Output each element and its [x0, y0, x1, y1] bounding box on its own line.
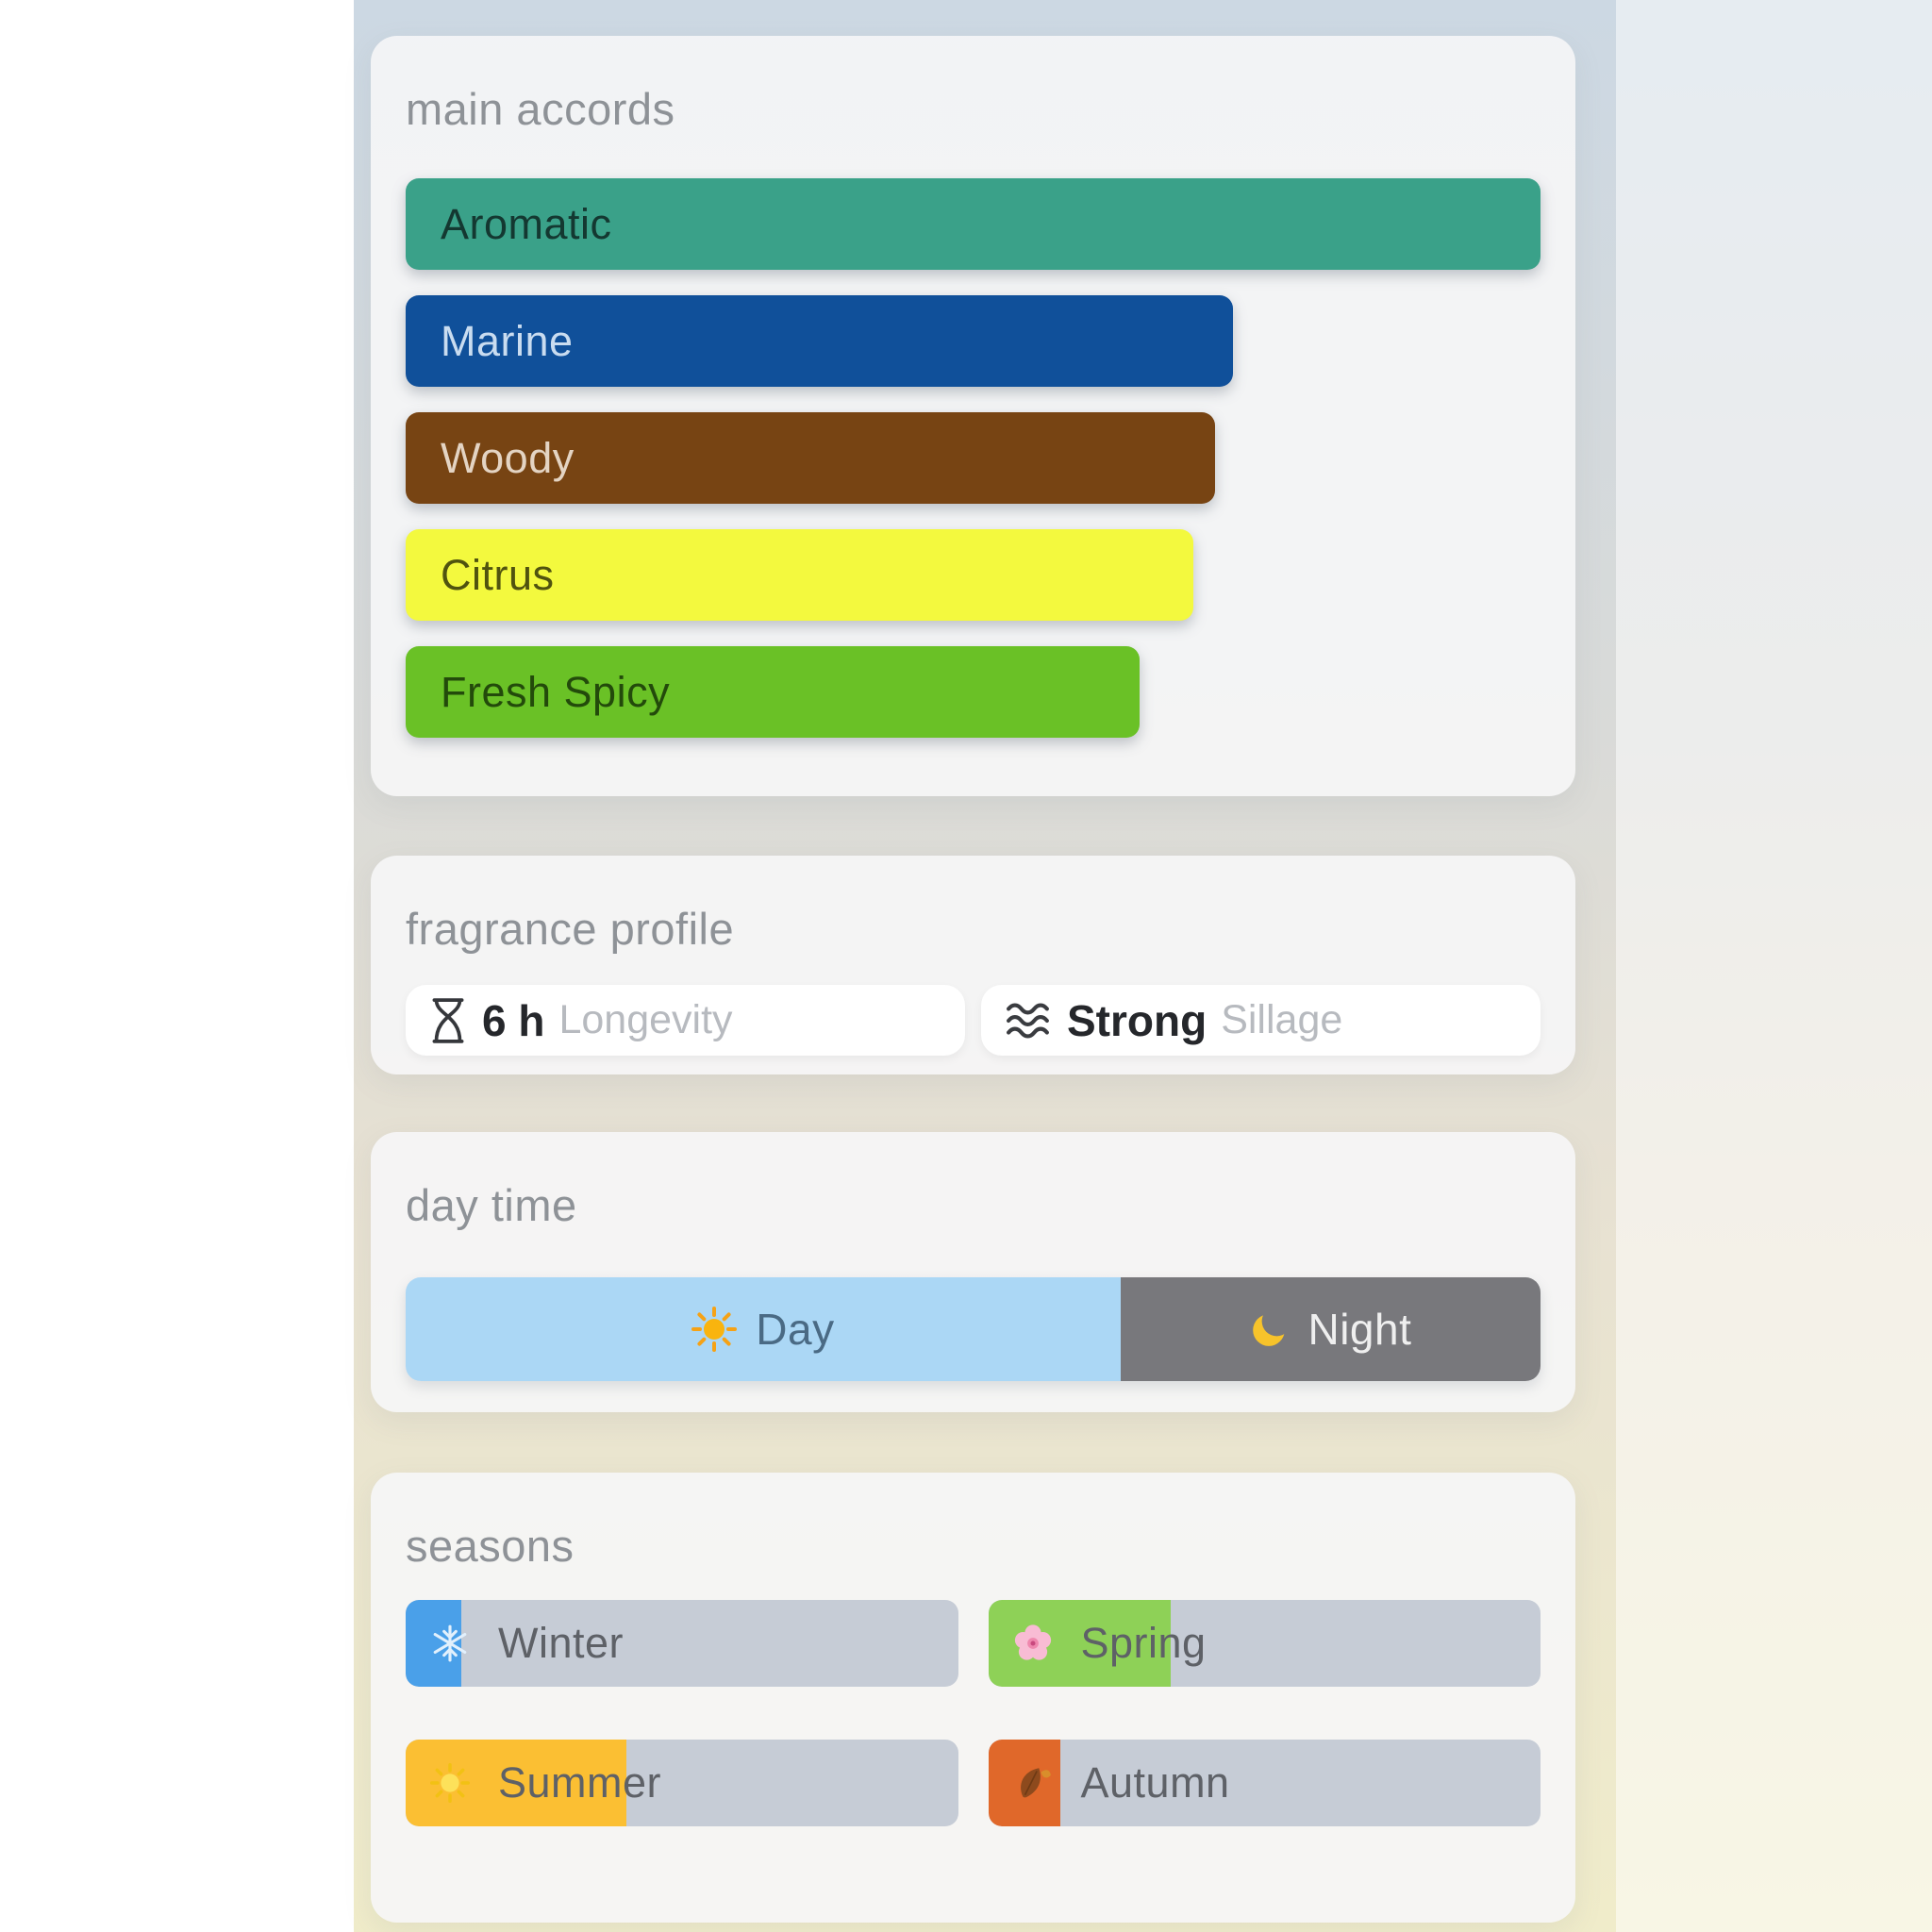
- day-time-card: day time Day: [371, 1132, 1575, 1412]
- waves-icon: [1007, 1001, 1050, 1041]
- autumn-leaf-icon: [1013, 1763, 1053, 1803]
- season-winter: Winter: [406, 1600, 958, 1687]
- moon-icon: [1249, 1309, 1289, 1349]
- longevity-value: 6 h: [482, 995, 545, 1045]
- day-segment: Day: [406, 1277, 1121, 1381]
- accord-list: Aromatic Marine Woody Citrus Fresh Spicy: [406, 178, 1541, 738]
- season-summer: Summer: [406, 1740, 958, 1826]
- day-label: Day: [756, 1305, 835, 1354]
- night-label: Night: [1307, 1305, 1412, 1354]
- fragrance-profile-title: fragrance profile: [406, 904, 735, 954]
- main-accords-card: main accords Aromatic Marine Woody Citru…: [371, 36, 1575, 796]
- hourglass-icon: [431, 997, 465, 1044]
- sun-icon: [691, 1307, 738, 1352]
- sillage-label: Sillage: [1221, 997, 1343, 1042]
- season-label: Summer: [498, 1758, 662, 1807]
- day-time-title: day time: [406, 1180, 577, 1230]
- main-accords-title: main accords: [406, 84, 675, 134]
- season-autumn: Autumn: [988, 1740, 1541, 1826]
- day-night-bar: Day Night: [406, 1277, 1541, 1381]
- accord-bar-aromatic[interactable]: Aromatic: [406, 178, 1541, 270]
- background-right-strip: [1616, 0, 1932, 1932]
- sillage-value: Strong: [1067, 995, 1208, 1045]
- accord-bar-marine[interactable]: Marine: [406, 295, 1233, 387]
- accord-bar-woody[interactable]: Woody: [406, 412, 1215, 504]
- season-label: Winter: [498, 1619, 625, 1667]
- profile-pill-row: 6 h Longevity Strong Sillage: [406, 985, 1541, 1056]
- season-label: Spring: [1080, 1619, 1207, 1667]
- longevity-pill: 6 h Longevity: [406, 985, 965, 1056]
- accord-bar-fresh-spicy[interactable]: Fresh Spicy: [406, 646, 1141, 738]
- accord-label: Citrus: [441, 550, 555, 599]
- fragrance-profile-card: fragrance profile 6 h Longevity: [371, 856, 1575, 1074]
- sillage-pill: Strong Sillage: [981, 985, 1541, 1056]
- accord-label: Fresh Spicy: [441, 667, 671, 716]
- blossom-icon: [1013, 1624, 1053, 1663]
- seasons-card: seasons: [371, 1473, 1575, 1923]
- accord-label: Marine: [441, 316, 574, 365]
- season-label: Autumn: [1080, 1758, 1230, 1807]
- summer-sun-icon: [430, 1763, 470, 1803]
- night-segment: Night: [1120, 1277, 1541, 1381]
- accord-bar-citrus[interactable]: Citrus: [406, 529, 1193, 621]
- season-grid: Winter: [406, 1600, 1541, 1826]
- season-spring: Spring: [988, 1600, 1541, 1687]
- accord-label: Woody: [441, 433, 575, 482]
- seasons-title: seasons: [406, 1521, 575, 1571]
- accord-label: Aromatic: [441, 199, 612, 248]
- snowflake-icon: [430, 1624, 470, 1663]
- longevity-label: Longevity: [558, 997, 733, 1042]
